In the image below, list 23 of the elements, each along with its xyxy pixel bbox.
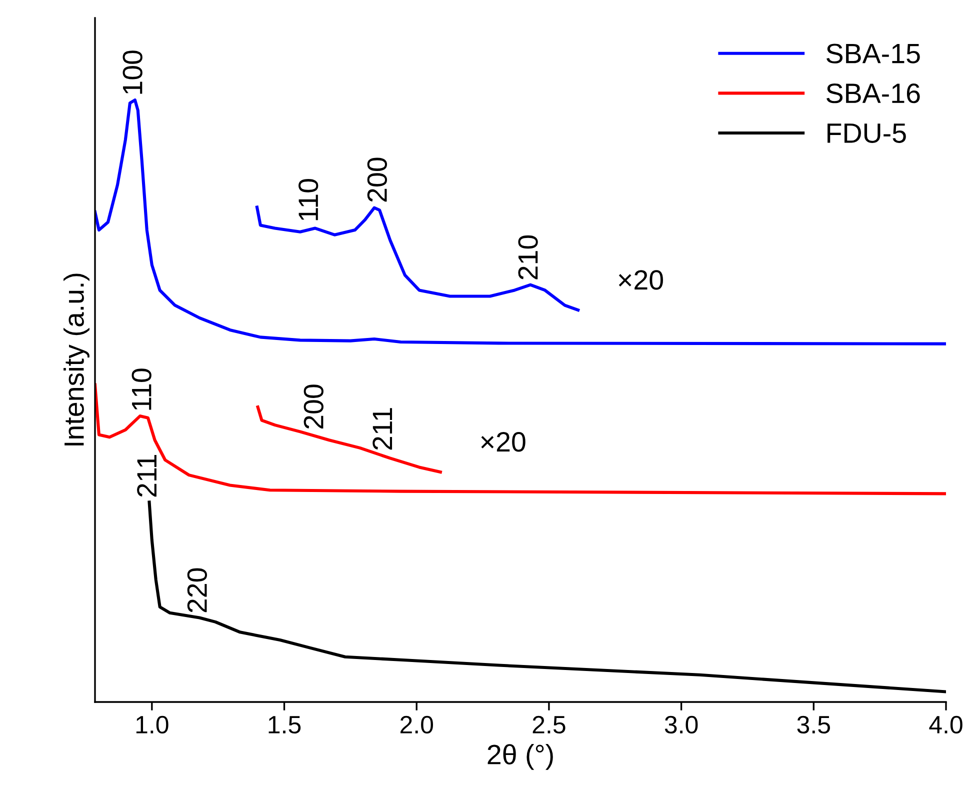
series-label: ×20 [618,270,663,290]
y-axis-title: Intensity (a.u.) [64,274,90,446]
x-axis-title: 2θ (°) [488,744,553,770]
x-tick-label: 1.5 [268,716,301,734]
annotation: 220 [187,568,208,612]
legend-label: SBA-16 [826,84,920,104]
legend-label: SBA-15 [826,44,920,64]
annotation: 211 [137,455,156,497]
x-tick-label: 1.0 [136,716,168,734]
annotation: 200 [304,384,324,429]
annotation: 100 [122,50,142,94]
series-label: ×20 [481,432,526,452]
legend-label: FDU-5 [828,124,906,143]
x-tick-label: 3.5 [797,716,830,734]
annotation: 200 [367,158,388,202]
x-tick-label: 4.0 [929,716,962,734]
x-tick-label: 2.5 [532,716,566,734]
x-tick-label: 2.0 [400,716,434,734]
annotation: 110 [132,368,152,410]
annotation: 110 [298,179,318,220]
x-tick-label: 3.0 [664,716,698,734]
annotation: 210 [518,235,538,280]
annotation: 211 [372,408,392,450]
